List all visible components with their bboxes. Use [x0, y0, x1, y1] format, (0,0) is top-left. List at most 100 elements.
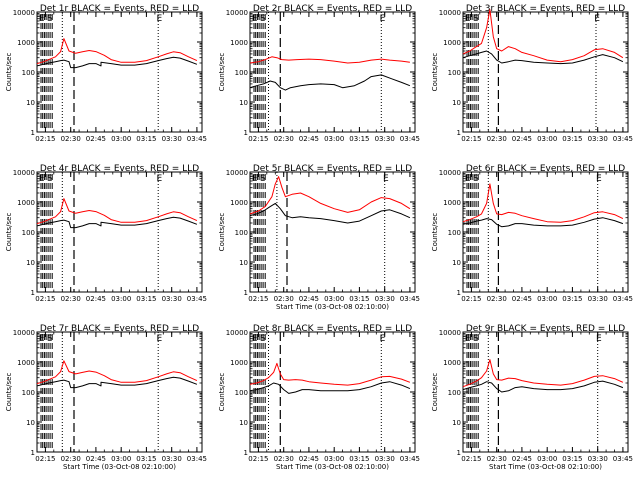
- x-tick-label: 02:45: [86, 295, 106, 303]
- panel-9: Det 9r BLACK = Events, RED = LLD 1 10 100 10…: [431, 324, 633, 471]
- x-tick-label: 03:45: [400, 135, 420, 143]
- y-axis-label: Counts/sec: [218, 213, 226, 252]
- marker-label: E: [380, 14, 386, 24]
- y-tick-label: 10000: [439, 169, 461, 177]
- marker-label: E: [465, 14, 471, 24]
- x-tick-label: 03:15: [136, 455, 156, 463]
- y-tick-label: 10000: [439, 329, 461, 337]
- x-tick-label: 03:30: [588, 295, 608, 303]
- panel-3: Det 3r BLACK = Events, RED = LLD 1 10 100 10…: [431, 4, 633, 143]
- y-tick-label: 1000: [17, 359, 35, 367]
- x-tick-label: 03:15: [562, 135, 582, 143]
- x-tick-label: 02:30: [61, 455, 81, 463]
- x-tick-label: 03:45: [400, 455, 420, 463]
- y-tick-label: 10: [452, 259, 461, 267]
- panel-title: Det 4r BLACK = Events, RED = LLD: [40, 164, 199, 174]
- marker-label: S: [473, 334, 479, 344]
- events-series-line: [462, 380, 624, 393]
- x-axis-label: Start Time (03-Oct-08 02:10:00): [276, 303, 389, 311]
- lld-series-line: [462, 359, 624, 388]
- marker-label: S: [473, 174, 479, 184]
- x-tick-label: 03:30: [162, 295, 182, 303]
- plot-frame: [462, 331, 629, 453]
- y-tick-label: 1000: [443, 359, 461, 367]
- marker-label: E: [157, 14, 163, 24]
- y-tick-label: 100: [235, 229, 248, 237]
- marker-label: S: [47, 14, 53, 24]
- y-tick-label: 1000: [230, 39, 248, 47]
- events-series-line: [249, 381, 411, 394]
- y-tick-label: 10: [239, 99, 248, 107]
- y-tick-label: 10: [452, 419, 461, 427]
- marker-label: E: [157, 334, 163, 344]
- x-tick-label: 02:30: [487, 135, 507, 143]
- x-tick-label: 02:15: [248, 135, 268, 143]
- marker-label: S: [260, 174, 266, 184]
- y-tick-label: 1: [244, 449, 248, 457]
- x-tick-label: 03:30: [162, 135, 182, 143]
- x-tick-label: 03:30: [162, 455, 182, 463]
- marker-label: S: [260, 14, 266, 24]
- y-axis-label: Counts/sec: [5, 373, 13, 412]
- marker-label: E: [465, 174, 471, 184]
- y-tick-label: 10000: [13, 169, 35, 177]
- marker-label: E: [39, 334, 45, 344]
- plot-frame: [36, 11, 203, 133]
- marker-label: S: [473, 14, 479, 24]
- plot-frame: [36, 171, 203, 293]
- x-tick-label: 03:15: [562, 295, 582, 303]
- lld-series-line: [36, 38, 198, 65]
- x-tick-label: 02:15: [461, 135, 481, 143]
- x-axis-label: Start Time (03-Oct-08 02:10:00): [63, 463, 176, 471]
- plot-frame: [36, 331, 203, 453]
- panel-title: Det 7r BLACK = Events, RED = LLD: [40, 324, 199, 334]
- y-tick-label: 10000: [226, 9, 248, 17]
- y-tick-label: 1: [31, 289, 35, 297]
- panel-4: Det 4r BLACK = Events, RED = LLD 1 10 100 10…: [5, 164, 207, 303]
- panel-7: Det 7r BLACK = Events, RED = LLD 1 10 100 10…: [5, 324, 207, 471]
- y-tick-label: 10000: [13, 329, 35, 337]
- panel-title: Det 6r BLACK = Events, RED = LLD: [466, 164, 625, 174]
- marker-label: S: [47, 174, 53, 184]
- lld-series-line: [462, 183, 624, 223]
- y-axis-label: Counts/sec: [5, 213, 13, 252]
- x-tick-label: 03:30: [375, 455, 395, 463]
- x-tick-label: 03:00: [111, 455, 131, 463]
- x-tick-label: 02:30: [274, 135, 294, 143]
- plot-frame: [462, 11, 629, 133]
- x-axis-label: Start Time (03-Oct-08 02:10:00): [489, 463, 602, 471]
- y-tick-label: 1: [244, 289, 248, 297]
- marker-label: E: [465, 334, 471, 344]
- y-tick-label: 1000: [443, 199, 461, 207]
- events-series-line: [462, 50, 624, 65]
- events-series-line: [249, 202, 411, 224]
- marker-label: E: [596, 174, 602, 184]
- y-axis-label: Counts/sec: [431, 213, 439, 252]
- y-tick-label: 1000: [17, 199, 35, 207]
- y-tick-label: 100: [448, 229, 461, 237]
- lld-series-line: [462, 9, 624, 63]
- y-tick-label: 1000: [230, 359, 248, 367]
- y-axis-label: Counts/sec: [218, 53, 226, 92]
- panel-title: Det 1r BLACK = Events, RED = LLD: [40, 4, 199, 14]
- y-tick-label: 10000: [226, 169, 248, 177]
- x-tick-label: 02:15: [461, 295, 481, 303]
- y-axis-label: Counts/sec: [5, 53, 13, 92]
- plot-frame: [249, 331, 416, 453]
- x-tick-label: 02:15: [248, 295, 268, 303]
- plot-frame: [462, 171, 629, 293]
- x-tick-label: 03:15: [136, 295, 156, 303]
- y-tick-label: 10: [26, 259, 35, 267]
- x-tick-label: 03:00: [111, 295, 131, 303]
- x-tick-label: 03:45: [613, 295, 633, 303]
- y-tick-label: 10: [26, 99, 35, 107]
- lld-series-line: [249, 56, 410, 64]
- events-series-line: [36, 216, 198, 229]
- x-tick-label: 02:45: [299, 455, 319, 463]
- x-tick-label: 03:45: [400, 295, 420, 303]
- panel-title: Det 2r BLACK = Events, RED = LLD: [253, 4, 412, 14]
- x-tick-label: 03:30: [375, 295, 395, 303]
- x-tick-label: 03:00: [537, 135, 557, 143]
- y-tick-label: 10000: [13, 9, 35, 17]
- marker-label: E: [39, 174, 45, 184]
